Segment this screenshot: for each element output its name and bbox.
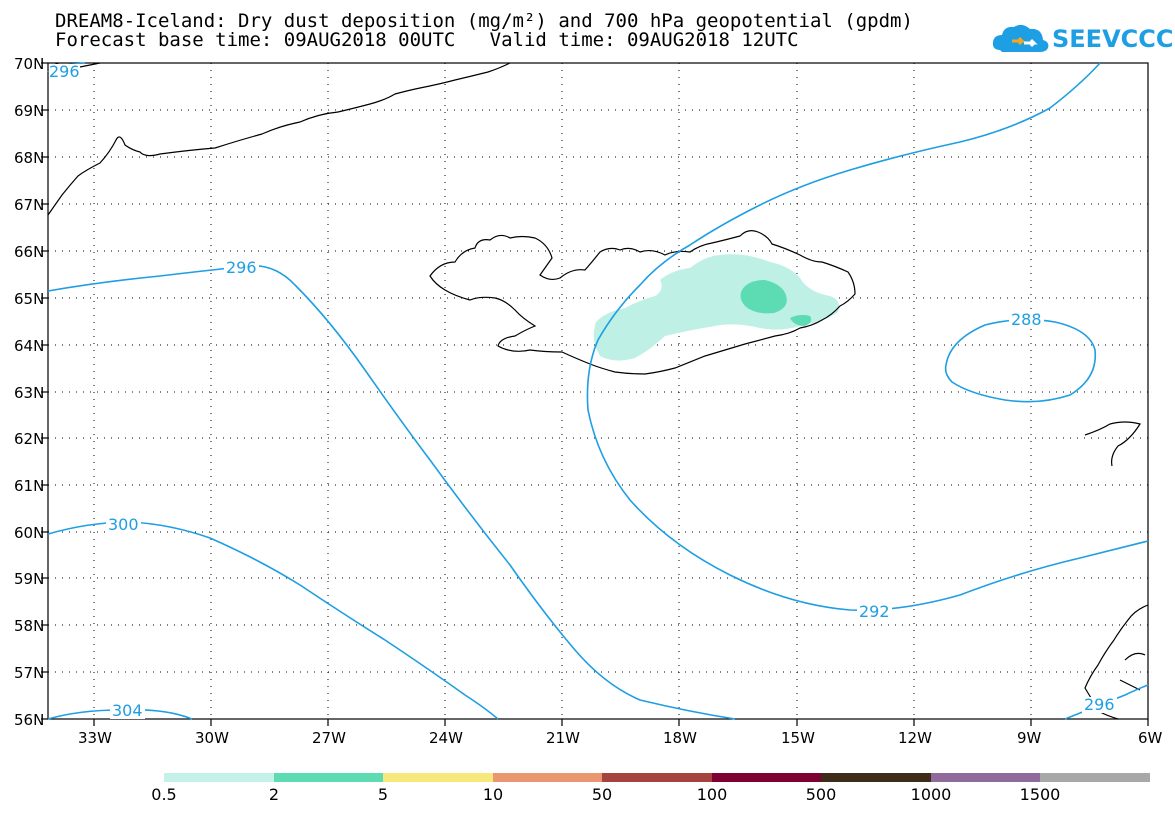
colorbar-label: 10: [482, 785, 504, 804]
scotland-islands: [1119, 652, 1146, 691]
lon-label: 6W: [1138, 729, 1163, 747]
colorbar-label: 1000: [910, 785, 952, 804]
contour-label: 288: [1009, 310, 1044, 329]
plot-frame: [47, 62, 1149, 720]
norway-coast: [1084, 421, 1141, 467]
contour-label: 296: [49, 62, 80, 81]
lon-label: 18W: [663, 729, 697, 747]
colorbar-segment: [821, 773, 931, 782]
title-line-1: DREAM8-Iceland: Dry dust deposition (mg/…: [55, 10, 913, 32]
contour-292: [586, 62, 1149, 612]
lon-label: 12W: [898, 729, 932, 747]
contour-label: 300: [106, 515, 141, 534]
dust-medium-area: [740, 280, 787, 314]
title-line-2: Forecast base time: 09AUG2018 00UTC Vali…: [55, 29, 799, 51]
grid-lines: [48, 63, 1148, 719]
colorbar-label: 50: [591, 785, 613, 804]
iceland-coast: [429, 230, 856, 375]
tick-marks: [41, 62, 1149, 726]
lat-label: 65N: [14, 290, 45, 308]
lat-label: 61N: [14, 477, 45, 495]
lat-label: 64N: [14, 337, 45, 355]
colorbar-label: 500: [805, 785, 837, 804]
colorbar-label: 5: [377, 785, 389, 804]
colorbar-segment: [931, 773, 1040, 782]
greenland-coast: [47, 62, 511, 216]
lat-label: 67N: [14, 196, 45, 214]
lat-label: 59N: [14, 570, 45, 588]
colorbar: [164, 773, 1150, 782]
lat-label: 66N: [14, 243, 45, 261]
lon-label: 33W: [78, 729, 112, 747]
contour-label: 296: [224, 258, 259, 277]
lat-label: 70N: [14, 55, 45, 73]
lat-label: 68N: [14, 149, 45, 167]
lat-label: 69N: [14, 102, 45, 120]
lat-label: 62N: [14, 430, 45, 448]
colorbar-label: 0.5: [151, 785, 177, 804]
lon-label: 30W: [195, 729, 229, 747]
colorbar-label: 1500: [1019, 785, 1061, 804]
colorbar-label: 2: [268, 785, 280, 804]
lon-label: 15W: [781, 729, 815, 747]
colorbar-segment: [274, 773, 383, 782]
contour-label: 296: [1082, 695, 1117, 714]
contour-288: [944, 318, 1097, 403]
contour-label: 292: [857, 602, 892, 621]
lat-label: 63N: [14, 384, 45, 402]
lat-label: 56N: [14, 711, 45, 729]
colorbar-label: 100: [696, 785, 728, 804]
geopotential-contours: [47, 62, 1149, 720]
contour-300: [47, 521, 499, 720]
dust-deposition-field: [593, 254, 839, 361]
colorbar-segment: [1040, 773, 1150, 782]
cloud-icon: [992, 24, 1049, 52]
contour-296: [47, 265, 736, 720]
lat-label: 57N: [14, 664, 45, 682]
contour-label: 304: [110, 701, 145, 720]
colorbar-segment: [602, 773, 712, 782]
lon-label: 24W: [429, 729, 463, 747]
colorbar-segment: [712, 773, 821, 782]
dust-medium-area-2: [790, 314, 812, 326]
lat-label: 60N: [14, 524, 45, 542]
dust-light-area: [593, 254, 839, 361]
colorbar-segment: [164, 773, 274, 782]
coastlines: [47, 62, 1149, 720]
colorbar-segment: [493, 773, 602, 782]
lon-label: 21W: [546, 729, 580, 747]
lon-label: 9W: [1017, 729, 1042, 747]
lat-label: 58N: [14, 617, 45, 635]
logo-text: SEEVCCC: [1052, 25, 1174, 53]
colorbar-segment: [383, 773, 493, 782]
lon-label: 27W: [312, 729, 346, 747]
